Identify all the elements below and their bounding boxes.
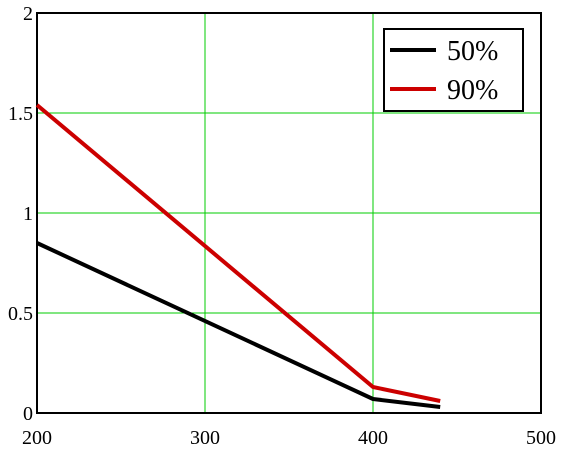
x-tick-label: 200 [22,427,52,449]
y-tick-label: 0 [23,403,33,425]
plot-frame [36,12,542,414]
y-tick-label: 2 [23,3,33,25]
legend: 50% 90% [383,28,524,112]
tick-labels: 200 300 400 500 0 0.5 1 1.5 2 [8,3,556,449]
grid-lines [37,13,541,413]
series-line-0 [36,241,441,409]
y-tick-label: 1.5 [8,103,33,125]
legend-box [383,28,524,112]
y-tick-label: 0.5 [8,303,33,325]
x-tick-label: 500 [526,427,556,449]
y-tick-label: 1 [23,203,33,225]
legend-label-90: 90% [447,75,498,106]
series-line-1 [35,103,441,403]
x-tick-label: 400 [358,427,388,449]
x-tick-label: 300 [190,427,220,449]
legend-label-50: 50% [447,36,498,67]
series-lines [35,103,441,409]
